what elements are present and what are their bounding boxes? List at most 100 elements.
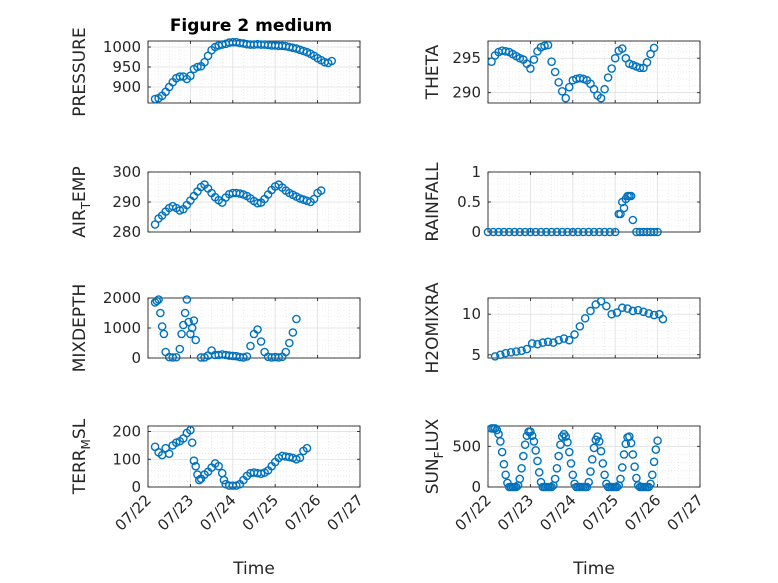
data-point — [506, 348, 516, 357]
y-tick-label: 500 — [452, 437, 481, 455]
data-point — [177, 329, 186, 339]
data-point — [605, 227, 615, 237]
data-point — [519, 451, 528, 461]
data-point — [564, 82, 574, 92]
axes-box — [487, 40, 701, 104]
data-point — [564, 335, 574, 345]
data-point — [653, 227, 662, 237]
data-point — [623, 304, 632, 313]
y-tick-label: 1 — [471, 163, 481, 181]
data-point — [607, 309, 616, 319]
data-point — [570, 330, 579, 339]
data-point — [580, 313, 590, 323]
y-tick-label: 290 — [112, 193, 141, 211]
data-point — [603, 73, 613, 82]
data-point — [557, 432, 567, 441]
data-point — [642, 58, 652, 67]
data-point — [194, 475, 204, 485]
data-point — [256, 469, 266, 478]
data-point — [534, 468, 544, 477]
data-point — [600, 84, 609, 94]
y-tick-label: 300 — [112, 163, 141, 181]
data-point — [554, 78, 563, 87]
y-tick-label: 0 — [131, 349, 141, 367]
data-point — [186, 71, 195, 81]
data-point — [517, 463, 526, 473]
data-point — [316, 186, 326, 195]
data-point — [302, 443, 312, 453]
data-point — [602, 301, 611, 311]
data-point — [159, 329, 169, 339]
data-point — [281, 347, 291, 357]
data-point — [589, 443, 599, 453]
data-point — [552, 463, 562, 473]
data-point — [653, 436, 662, 445]
data-point — [494, 227, 503, 237]
data-point — [501, 470, 510, 480]
y-axis-label: SUNFLUX — [423, 418, 446, 494]
data-point — [619, 450, 629, 459]
subplot-air_temp: 280 290 300 AIRTEMP — [70, 163, 361, 241]
data-point — [214, 461, 223, 471]
data-point — [150, 94, 160, 104]
data-point — [561, 432, 571, 441]
data-point — [628, 215, 638, 225]
data-point — [644, 309, 654, 318]
data-point — [527, 431, 537, 441]
data-point — [182, 295, 192, 304]
y-tick-label: 10 — [462, 305, 481, 323]
data-point — [587, 455, 597, 464]
axes-box — [487, 297, 701, 359]
data-point — [526, 427, 535, 436]
data-point — [600, 470, 609, 480]
data-point — [626, 191, 636, 201]
data-point — [575, 322, 585, 331]
y-tick-label: 1000 — [103, 319, 141, 337]
data-point — [626, 438, 636, 448]
data-point — [187, 438, 197, 447]
data-point — [156, 308, 165, 318]
y-tick-label: 100 — [112, 450, 141, 468]
data-point — [547, 482, 556, 492]
data-point — [527, 339, 537, 348]
data-point — [327, 56, 337, 66]
data-point — [191, 461, 200, 471]
x-axis-label: Time — [232, 559, 275, 579]
data-point — [596, 93, 606, 103]
data-point — [559, 429, 569, 439]
data-point — [549, 338, 558, 347]
data-point — [483, 227, 493, 237]
data-point — [561, 93, 571, 103]
data-point — [175, 344, 185, 354]
data-point — [191, 335, 200, 345]
data-point — [529, 55, 539, 64]
y-tick-label: 295 — [452, 49, 481, 67]
data-point — [253, 198, 262, 208]
data-point — [533, 456, 542, 466]
data-point — [639, 307, 648, 317]
data-point — [239, 353, 248, 362]
data-point — [492, 425, 502, 435]
data-point — [568, 470, 578, 480]
data-point — [504, 227, 514, 237]
data-point — [189, 316, 199, 325]
data-point — [563, 437, 572, 447]
data-point — [543, 40, 553, 50]
y-tick-label: 900 — [112, 78, 141, 96]
data-point — [520, 227, 530, 237]
data-point — [649, 227, 659, 237]
data-point — [256, 337, 266, 346]
data-point — [582, 482, 592, 492]
y-axis-label: H2OMIXRA — [423, 282, 443, 373]
data-point — [168, 353, 178, 362]
data-point — [511, 482, 521, 492]
data-point — [633, 305, 643, 315]
y-axis-label: MIXDEPTH — [70, 284, 90, 373]
data-point — [550, 67, 560, 77]
data-point — [540, 41, 549, 51]
y-axis-label: THETA — [423, 44, 443, 100]
data-point — [557, 227, 567, 237]
data-point — [547, 57, 556, 66]
data-point — [596, 296, 606, 306]
data-point — [589, 84, 599, 94]
